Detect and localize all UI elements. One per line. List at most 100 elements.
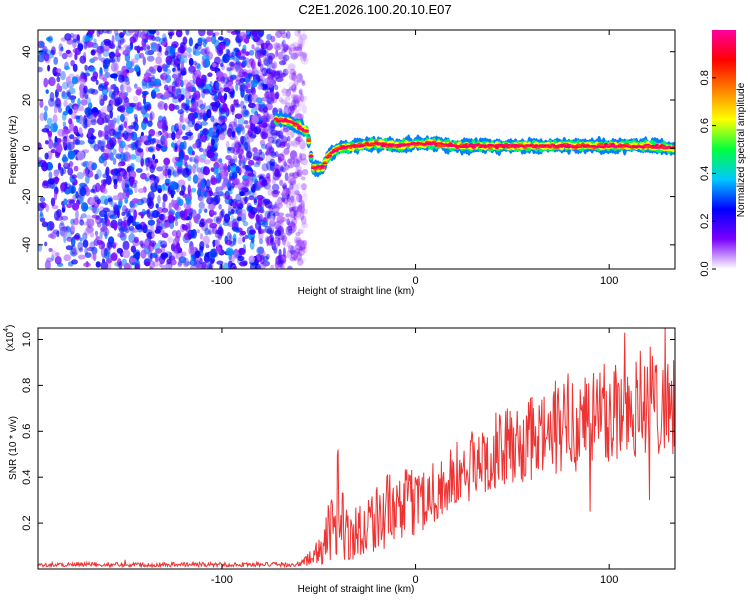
noise-blob <box>48 247 53 252</box>
signal-track-segment <box>578 146 583 148</box>
noise-blob <box>83 221 87 226</box>
noise-blob <box>218 106 223 117</box>
noise-blob <box>285 199 294 209</box>
noise-blob <box>288 72 296 81</box>
signal-track-segment <box>317 165 323 167</box>
noise-blob <box>157 194 161 204</box>
noise-blob <box>199 158 206 163</box>
noise-blob <box>201 54 210 61</box>
noise-blob <box>213 96 220 102</box>
noise-blob <box>210 156 216 162</box>
noise-blob <box>200 205 206 212</box>
noise-blob <box>160 244 167 248</box>
noise-blob <box>115 132 121 138</box>
signal-track-segment <box>485 145 490 147</box>
noise-blob <box>44 105 48 112</box>
noise-blob <box>206 149 215 159</box>
noise-blob <box>279 179 284 186</box>
noise-blob <box>286 250 293 259</box>
noise-blob <box>164 131 169 140</box>
noise-blob <box>73 165 79 172</box>
noise-blob <box>243 157 248 163</box>
noise-blob <box>119 123 124 131</box>
noise-blob <box>287 157 296 165</box>
noise-blob <box>118 153 126 163</box>
noise-blob <box>154 256 159 263</box>
noise-blob <box>289 158 294 165</box>
noise-blob <box>248 71 253 80</box>
noise-blob <box>175 161 183 167</box>
noise-blob <box>156 64 165 70</box>
noise-blob <box>41 161 49 172</box>
noise-blob <box>134 183 138 194</box>
noise-blob <box>253 182 258 190</box>
noise-blob <box>147 34 154 41</box>
noise-blob <box>143 228 151 233</box>
noise-blob <box>286 67 291 74</box>
noise-blob <box>255 213 260 223</box>
noise-blob <box>223 92 228 101</box>
noise-blob <box>278 97 284 103</box>
noise-blob <box>50 149 56 154</box>
signal-track-segment <box>647 146 653 148</box>
noise-blob <box>224 171 229 177</box>
noise-blob <box>299 91 303 99</box>
noise-blob <box>100 226 108 232</box>
signal-track-segment <box>601 145 607 148</box>
noise-blob <box>51 249 57 259</box>
noise-blob <box>74 115 81 120</box>
noise-blob <box>264 57 271 67</box>
signal-track-segment <box>362 145 367 147</box>
signal-track-segment <box>659 147 665 149</box>
noise-blob <box>87 41 94 48</box>
noise-blob <box>248 49 255 56</box>
noise-blob <box>277 156 282 164</box>
noise-blob <box>128 125 135 130</box>
noise-blob <box>92 184 98 194</box>
noise-blob <box>95 79 99 86</box>
noise-blob <box>180 67 186 76</box>
noise-blob <box>295 232 301 237</box>
noise-blob <box>137 30 142 38</box>
noise-blob <box>69 121 75 132</box>
noise-blob <box>180 46 184 52</box>
noise-blob <box>268 137 273 147</box>
noise-blob <box>180 61 184 69</box>
noise-blob <box>77 241 84 251</box>
noise-blob <box>223 103 227 113</box>
noise-blob <box>53 99 62 109</box>
noise-blob <box>39 99 44 108</box>
noise-blob <box>140 172 148 180</box>
noise-blob <box>48 76 56 87</box>
noise-blob <box>122 169 128 180</box>
noise-blob <box>199 257 203 265</box>
noise-blob <box>109 110 113 119</box>
noise-blob <box>75 191 79 199</box>
noise-blob <box>207 203 216 211</box>
noise-blob <box>296 251 302 262</box>
signal-track-segment <box>566 143 572 146</box>
noise-blob <box>255 246 264 255</box>
noise-blob <box>87 109 93 116</box>
noise-blob <box>148 196 154 206</box>
noise-blob <box>53 56 59 65</box>
noise-blob <box>300 142 307 153</box>
snr-series-line <box>38 328 675 569</box>
noise-blob <box>248 195 255 201</box>
noise-blob <box>41 221 49 228</box>
noise-blob <box>44 241 48 247</box>
noise-blob <box>294 235 298 245</box>
snr-ytick-label: 0.8 <box>21 378 33 393</box>
noise-blob <box>198 208 202 214</box>
noise-blob <box>71 223 76 229</box>
noise-blob <box>294 96 300 104</box>
noise-blob <box>217 77 226 82</box>
noise-blob <box>48 54 54 59</box>
noise-blob <box>139 240 144 247</box>
noise-blob <box>196 177 201 185</box>
noise-blob <box>230 92 234 99</box>
noise-blob <box>265 42 273 51</box>
noise-blob <box>122 130 129 141</box>
noise-blob <box>140 249 147 259</box>
noise-blob <box>133 209 138 219</box>
